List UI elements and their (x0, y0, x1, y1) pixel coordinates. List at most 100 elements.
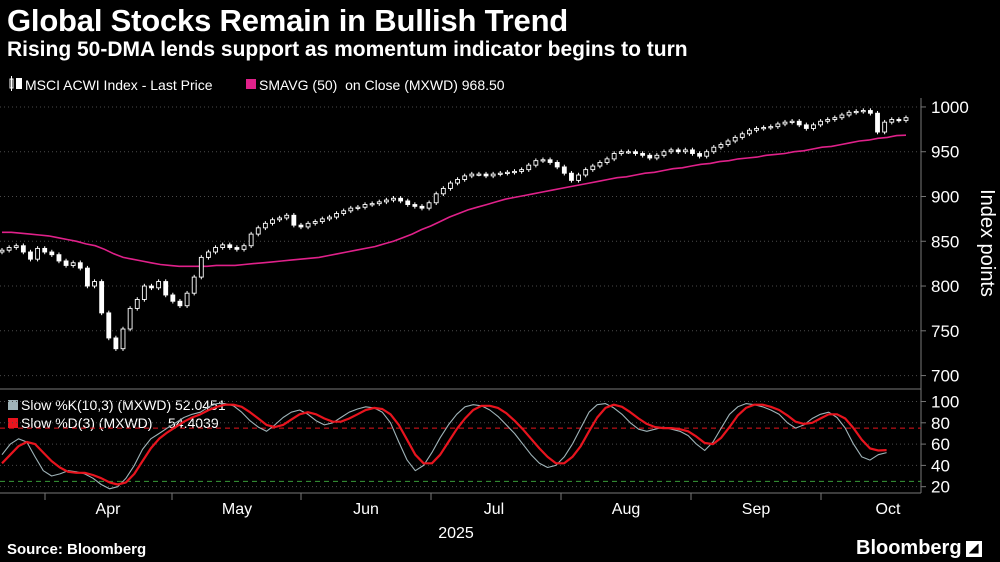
candle-body-up (604, 158, 610, 163)
candle-body-up (220, 244, 226, 248)
candle-body-up (248, 233, 254, 247)
candle (262, 221, 268, 231)
candle-body-up (341, 210, 347, 214)
candle-body-down (398, 197, 404, 202)
candle (604, 156, 610, 165)
candle (711, 145, 717, 154)
candle-body-down (149, 285, 154, 289)
candle-body-up (440, 187, 446, 195)
candle (341, 208, 347, 216)
candle (440, 186, 446, 197)
candle-body-down (20, 245, 26, 253)
candle (576, 172, 581, 183)
candle (839, 112, 845, 120)
candle (497, 170, 503, 177)
candle-body-up (540, 159, 546, 162)
candle (362, 202, 368, 210)
x-tick-label: Jul (484, 501, 504, 518)
candle (227, 242, 233, 250)
candle (739, 131, 745, 140)
candle-body-up (832, 117, 838, 120)
candle-body-down (42, 247, 48, 253)
candle (540, 157, 546, 163)
candle (383, 197, 389, 205)
candle (156, 279, 162, 291)
candle (369, 201, 375, 207)
candle-body-down (298, 224, 304, 228)
candle (868, 108, 873, 116)
candle-body-up (661, 151, 667, 156)
legend-slow-k-label: Slow %K(10,3) (MXWD) 52.0451 (21, 397, 226, 413)
candle (13, 243, 19, 250)
candle (789, 119, 795, 125)
candle (569, 170, 574, 183)
candle (291, 213, 297, 228)
candle-body-up (818, 120, 823, 126)
x-tick-label: Apr (96, 501, 122, 518)
candle (405, 198, 411, 207)
candle-body-down (49, 251, 55, 256)
candle (476, 171, 482, 177)
candle-body-up (241, 245, 247, 250)
candle (718, 142, 724, 150)
candle (28, 249, 33, 262)
candle (49, 249, 55, 257)
candle (761, 125, 767, 131)
candle-body-up (768, 126, 774, 129)
candle (248, 231, 254, 248)
legend-price-label: MSCI ACWI Index - Last Price (25, 77, 213, 93)
candle-body-up (391, 197, 396, 201)
candle-body-up (597, 162, 603, 167)
candle-body-up (376, 201, 382, 205)
candle-body-up (455, 179, 460, 184)
osc-y-ticks: 100 80 60 40 20 (921, 393, 959, 497)
candle (213, 245, 218, 255)
candle-body-down (227, 244, 233, 248)
candle (690, 147, 695, 156)
price-legend: MSCI ACWI Index - Last Price SMAVG (50) … (9, 76, 505, 93)
candle-body-up (92, 281, 97, 287)
candle-body-down (561, 166, 567, 174)
candle-body-up (533, 160, 539, 166)
candle (455, 177, 460, 186)
candle-body-up (746, 129, 752, 135)
candle-body-up (704, 151, 710, 157)
candle-body-down (28, 251, 33, 260)
candle-body-down (234, 247, 240, 250)
candle-body-up (853, 110, 859, 114)
candle-body-down (56, 254, 62, 262)
candle (191, 274, 197, 296)
candle (554, 160, 560, 170)
candle-body-up (576, 174, 581, 181)
candle-body-up (433, 193, 439, 204)
candle (127, 306, 133, 332)
candle-body-down (291, 214, 297, 226)
candle-body-up (462, 175, 468, 180)
sma-series-line (2, 134, 907, 268)
candle (533, 158, 539, 168)
candle-body-up (191, 276, 197, 294)
candle (170, 292, 176, 304)
osc-tick-label: 20 (931, 478, 950, 497)
candle (234, 245, 240, 252)
candle (163, 279, 169, 298)
candle-body-up (141, 285, 147, 300)
candle-body-down (554, 162, 560, 168)
candle (647, 153, 653, 161)
candle (661, 149, 667, 158)
candle (768, 124, 774, 130)
candle-body-down (113, 337, 119, 350)
candle (675, 147, 681, 154)
candle-body-up (490, 173, 496, 177)
magenta-square-icon (246, 79, 256, 89)
candle (20, 243, 26, 255)
candle-body-up (0, 249, 5, 253)
chart-title: Global Stocks Remain in Bullish Trend (7, 3, 569, 38)
candle (654, 153, 660, 161)
candle-body-up (889, 119, 895, 123)
candle (519, 167, 525, 174)
candle (348, 205, 354, 214)
price-tick-label: 800 (931, 277, 959, 296)
candle-body-up (120, 328, 126, 350)
